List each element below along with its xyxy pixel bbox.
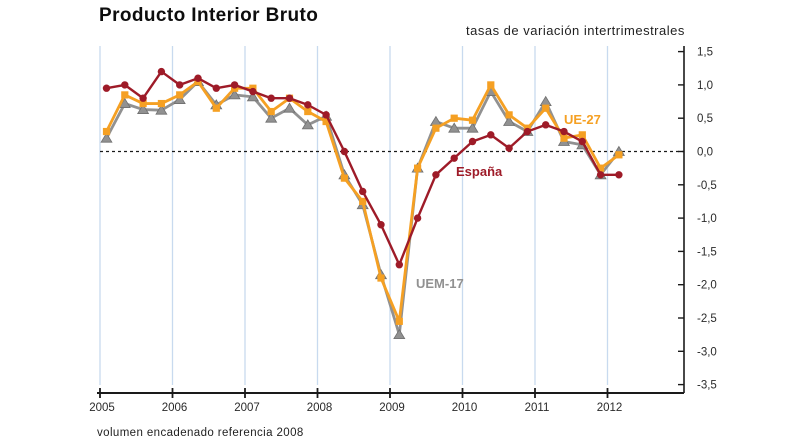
- marker-ue27-2007Q4: [304, 107, 312, 116]
- marker-ue27-2010Q2: [487, 81, 495, 89]
- y-tick-label-0,5: 0,5: [697, 113, 713, 125]
- y-tick-label-0,0: 0,0: [697, 147, 713, 159]
- marker-ue27-2009Q2: [414, 164, 422, 172]
- marker-ue27-2009Q4: [450, 114, 458, 122]
- marker-ue27-2011Q1: [542, 104, 550, 112]
- marker-espaa-2005Q1: [102, 84, 111, 92]
- y-tick-label--2,5: -2,5: [697, 313, 717, 325]
- marker-ue27-2008Q2: [340, 174, 348, 182]
- marker-ue27-2005Q3: [139, 99, 147, 108]
- marker-uem17-2005Q4: [155, 104, 168, 115]
- marker-espaa-2010Q4: [523, 127, 532, 136]
- marker-espaa-2009Q4: [450, 154, 458, 162]
- series-label-ue27: UE-27: [564, 112, 601, 127]
- marker-uem17-2010Q3: [502, 115, 516, 126]
- x-tick-label-2007: 2007: [234, 402, 260, 414]
- marker-uem17-2007Q2: [265, 112, 278, 123]
- marker-espaa-2008Q1: [322, 111, 330, 119]
- chart-subtitle: tasas de variación intertrimestrales: [466, 23, 685, 38]
- chart-footnote: volumen encadenado referencia 2008: [97, 427, 304, 439]
- chart-title: Producto Interior Bruto: [99, 5, 319, 26]
- y-tick-label--1,5: -1,5: [697, 246, 717, 258]
- marker-espaa-2008Q3: [359, 187, 367, 196]
- marker-espaa-2007Q1: [249, 87, 257, 96]
- x-tick-label-2011: 2011: [525, 402, 550, 414]
- y-tick-label--0,5: -0,5: [697, 180, 717, 192]
- marker-uem17-2006Q1: [173, 93, 186, 104]
- x-tick-label-2012: 2012: [597, 402, 623, 414]
- marker-uem17-2007Q4: [301, 119, 314, 130]
- marker-ue27-2011Q4: [597, 164, 605, 172]
- marker-espaa-2007Q2: [267, 94, 275, 102]
- x-tick-label-2006: 2006: [162, 402, 188, 414]
- marker-espaa-2010Q1: [468, 137, 477, 146]
- marker-uem17-2009Q1: [393, 328, 406, 340]
- marker-ue27-2009Q1: [395, 317, 403, 325]
- series-label-espana: España: [456, 164, 503, 179]
- marker-uem17-2010Q1: [466, 122, 479, 133]
- marker-uem17-2009Q4: [448, 122, 461, 133]
- marker-uem17-2007Q3: [283, 102, 296, 113]
- marker-uem17-2006Q4: [228, 89, 241, 100]
- marker-espaa-2005Q2: [121, 81, 129, 89]
- y-tick-label--3,5: -3,5: [697, 380, 717, 392]
- y-tick-label--3,0: -3,0: [697, 346, 717, 358]
- marker-ue27-2006Q3: [212, 104, 220, 112]
- marker-espaa-2009Q1: [395, 261, 403, 269]
- marker-espaa-2005Q4: [157, 67, 166, 76]
- marker-uem17-2007Q1: [246, 91, 260, 102]
- marker-ue27-2005Q4: [157, 99, 165, 108]
- marker-ue27-2009Q3: [432, 124, 440, 132]
- marker-ue27-2006Q1: [176, 91, 184, 99]
- marker-uem17-2005Q1: [100, 132, 113, 143]
- marker-ue27-2010Q3: [505, 111, 513, 119]
- marker-espaa-2011Q4: [596, 171, 605, 179]
- marker-espaa-2007Q4: [304, 101, 312, 109]
- marker-espaa-2011Q2: [560, 127, 568, 136]
- marker-ue27-2005Q2: [121, 91, 129, 99]
- marker-espaa-2008Q2: [340, 147, 349, 156]
- x-tick-label-2009: 2009: [379, 402, 405, 414]
- marker-ue27-2007Q2: [267, 107, 275, 116]
- marker-espaa-2010Q2: [487, 131, 495, 139]
- x-tick-label-2010: 2010: [452, 402, 478, 414]
- marker-ue27-2008Q3: [359, 197, 367, 206]
- marker-uem17-2009Q3: [429, 115, 443, 126]
- y-tick-label--1,0: -1,0: [697, 213, 717, 225]
- marker-espaa-2008Q4: [377, 221, 385, 229]
- marker-espaa-2010Q3: [505, 144, 513, 152]
- marker-espaa-2012Q1: [615, 171, 623, 179]
- y-tick-label--2,0: -2,0: [697, 280, 717, 292]
- marker-espaa-2006Q4: [230, 81, 239, 89]
- marker-espaa-2006Q3: [212, 84, 220, 92]
- marker-espaa-2009Q2: [413, 214, 422, 222]
- marker-ue27-2008Q1: [322, 117, 330, 126]
- y-tick-label-1,0: 1,0: [697, 80, 713, 92]
- marker-ue27-2011Q2: [560, 134, 568, 142]
- marker-uem17-2011Q1: [539, 95, 552, 106]
- marker-espaa-2011Q1: [542, 121, 550, 129]
- marker-ue27-2012Q1: [615, 151, 623, 159]
- marker-espaa-2009Q3: [432, 171, 440, 179]
- marker-ue27-2010Q1: [468, 116, 477, 124]
- x-tick-label-2005: 2005: [89, 402, 115, 414]
- y-tick-label-1,5: 1,5: [697, 47, 713, 59]
- marker-espaa-2007Q3: [285, 94, 294, 102]
- x-tick-label-2008: 2008: [307, 402, 333, 414]
- marker-uem17-2005Q3: [136, 103, 150, 114]
- marker-espaa-2005Q3: [139, 94, 147, 102]
- marker-espaa-2006Q2: [194, 74, 202, 82]
- marker-espaa-2011Q3: [578, 137, 586, 146]
- marker-ue27-2008Q4: [377, 274, 385, 282]
- series-label-uem17: UEM-17: [416, 276, 464, 291]
- marker-ue27-2005Q1: [102, 127, 111, 136]
- marker-espaa-2006Q1: [176, 81, 184, 89]
- marker-ue27-2011Q3: [578, 131, 586, 139]
